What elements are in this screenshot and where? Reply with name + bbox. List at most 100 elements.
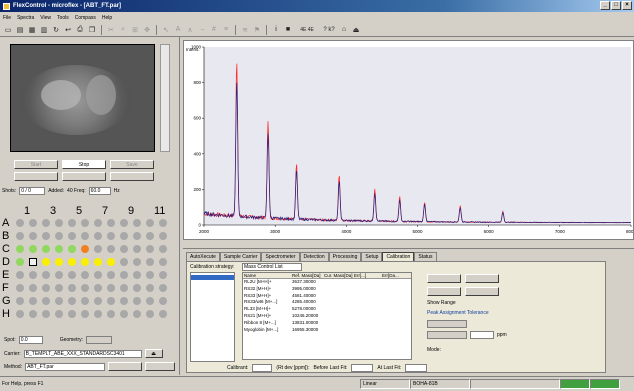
geometry-field[interactable]	[86, 336, 113, 344]
plate-well[interactable]	[81, 284, 89, 292]
camera-scrollbar[interactable]	[160, 44, 170, 152]
copy-icon[interactable]: ❐	[88, 26, 96, 34]
plate-well[interactable]	[16, 271, 24, 279]
stop-icon[interactable]: ■	[285, 26, 291, 33]
plate-well[interactable]	[107, 284, 115, 292]
plate-well[interactable]	[68, 284, 76, 292]
close-button[interactable]: ×	[622, 1, 632, 10]
menu-file[interactable]: File	[3, 14, 12, 21]
plate-well[interactable]	[29, 219, 37, 227]
plate-well[interactable]	[120, 297, 128, 305]
plate-well[interactable]	[16, 232, 24, 240]
plate-well[interactable]	[68, 245, 76, 253]
spectrum-window[interactable]: 0 200 400 600 800 1000 2000 3000 4000 5000 6000 700…	[183, 40, 634, 240]
exit-icon[interactable]: ⏏	[352, 26, 360, 34]
plate-well[interactable]	[94, 310, 102, 318]
option-button-1[interactable]	[427, 274, 461, 283]
minimize-button[interactable]: _	[600, 1, 610, 10]
plate-well[interactable]	[42, 310, 50, 318]
plate-well[interactable]	[133, 258, 141, 266]
option-button-3[interactable]	[427, 287, 461, 296]
strategy-select[interactable]: Mass Control List	[242, 263, 302, 271]
label-icon[interactable]: A	[175, 26, 181, 33]
plate-well[interactable]	[68, 271, 76, 279]
new-icon[interactable]: ▭	[4, 26, 12, 34]
plate-well[interactable]	[42, 271, 50, 279]
table-row[interactable]: RS33 [M+H]+ 4581.40000	[243, 293, 411, 300]
menu-tools[interactable]: Tools	[57, 14, 69, 21]
plate-well[interactable]	[55, 245, 63, 253]
zoom-icon[interactable]: ⌕	[121, 25, 125, 33]
plate-well[interactable]	[146, 310, 154, 318]
plate-well[interactable]	[107, 297, 115, 305]
arrow-icon[interactable]: →	[198, 26, 206, 33]
camera-view[interactable]	[10, 44, 155, 152]
help-icon[interactable]: ? k?	[323, 26, 335, 33]
plate-well[interactable]	[133, 232, 141, 240]
plate-well[interactable]	[81, 219, 89, 227]
plate-well[interactable]	[120, 284, 128, 292]
plate-well[interactable]	[42, 258, 50, 266]
info-icon[interactable]: i	[275, 26, 277, 33]
col-err[interactable]: Err[...]	[354, 273, 367, 278]
plate-well[interactable]	[42, 245, 50, 253]
plate-well[interactable]	[55, 297, 63, 305]
save-icon[interactable]: ▦	[28, 26, 36, 34]
plate-well[interactable]	[107, 258, 115, 266]
plate-well[interactable]	[120, 258, 128, 266]
option-button-4[interactable]	[465, 287, 499, 296]
start-button[interactable]: Start	[14, 160, 58, 169]
plate-well[interactable]	[42, 284, 50, 292]
plate-well[interactable]	[16, 284, 24, 292]
tolerance-field-2[interactable]	[427, 331, 467, 339]
plate-well[interactable]	[159, 219, 167, 227]
table-row[interactable]: RS21 [M+H]+ 10246.20000	[243, 313, 411, 320]
plate-well[interactable]	[159, 232, 167, 240]
cut-icon[interactable]: ✂	[108, 26, 114, 34]
plate-well[interactable]	[16, 310, 24, 318]
carrier-field[interactable]: B_TEMPLT_ABE_XXX_STANDARDSC3401	[23, 349, 142, 358]
plate-well[interactable]	[159, 271, 167, 279]
table-row[interactable]: Ribbon 8 [M+...] 13831.00000	[243, 320, 411, 327]
plate-well[interactable]	[29, 232, 37, 240]
method-field[interactable]: ABT_FT.par	[25, 362, 106, 371]
plate-well[interactable]	[146, 245, 154, 253]
tab-calibration[interactable]: Calibration	[382, 252, 415, 261]
plate-well[interactable]	[133, 284, 141, 292]
tab-autoxecute[interactable]: AutoXecute	[186, 252, 220, 261]
after-field[interactable]	[405, 364, 428, 372]
plate-well[interactable]	[16, 219, 24, 227]
open-icon[interactable]: ▤	[16, 26, 24, 34]
plate-well[interactable]	[94, 219, 102, 227]
cursor-icon[interactable]: ↖	[163, 26, 169, 34]
calibrant-list[interactable]	[190, 272, 235, 362]
frequency-field[interactable]: 60.0	[88, 187, 111, 195]
plate-well[interactable]	[55, 284, 63, 292]
plate-well[interactable]	[159, 245, 167, 253]
plate-well[interactable]	[68, 219, 76, 227]
zoom-in-icon[interactable]: 4E 4E	[300, 26, 314, 33]
option-button-2[interactable]	[465, 274, 499, 283]
plate-well[interactable]	[16, 245, 24, 253]
plate-well[interactable]	[107, 219, 115, 227]
plate-well[interactable]	[146, 284, 154, 292]
plate-well[interactable]	[133, 310, 141, 318]
flag-icon[interactable]: ⚑	[253, 26, 261, 34]
calibrant-list-selected[interactable]	[191, 275, 234, 280]
plate-well[interactable]	[159, 284, 167, 292]
shots-field[interactable]: 0 / 0	[19, 187, 46, 195]
plate-well[interactable]	[55, 232, 63, 240]
plate-well[interactable]	[16, 297, 24, 305]
camera-button-6[interactable]	[110, 172, 154, 181]
calibrant-footer-field[interactable]	[252, 364, 273, 372]
plate-well[interactable]	[81, 271, 89, 279]
camera-button-4[interactable]	[14, 172, 58, 181]
plate-well[interactable]	[55, 258, 63, 266]
col-cur-mass[interactable]: Cur. Mass[Da]	[324, 273, 353, 278]
plate-well[interactable]	[29, 245, 37, 253]
tab-spectrometer[interactable]: Spectrometer	[261, 252, 300, 261]
plate-well[interactable]	[133, 297, 141, 305]
context-help-icon[interactable]: ⌂	[341, 26, 347, 33]
tolerance-value[interactable]	[470, 331, 494, 339]
method-button-1[interactable]	[108, 362, 143, 371]
